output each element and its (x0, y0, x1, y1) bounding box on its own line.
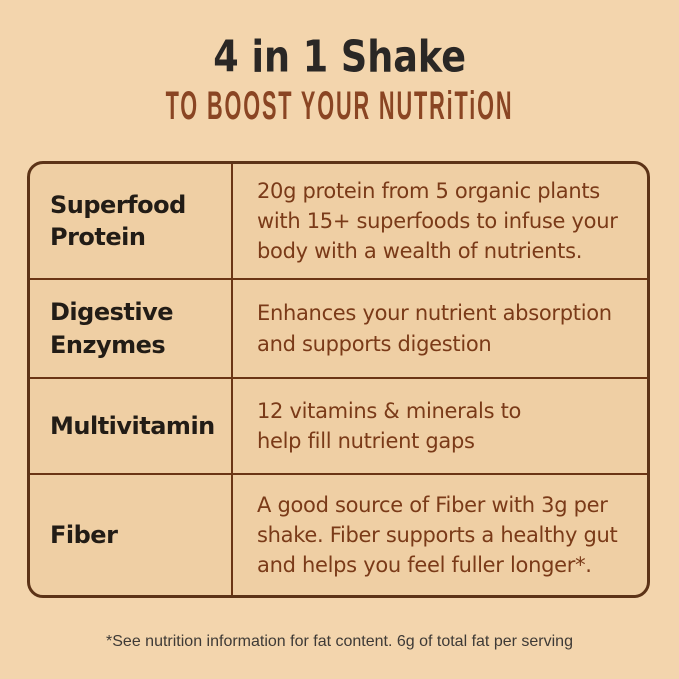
row-description: 12 vitamins & minerals to help fill nutr… (257, 398, 522, 453)
row-description: Enhances your nutrient absorption and su… (257, 301, 612, 356)
header: 4 in 1 Shake (0, 31, 679, 83)
row-description: 20g protein from 5 organic plants with 1… (257, 178, 618, 264)
row-description: A good source of Fiber with 3g per shake… (257, 492, 618, 578)
row-label: Multivitamin (30, 379, 233, 473)
table-row-multivitamin: Multivitamin 12 vitamins & minerals to h… (30, 379, 647, 475)
subheader: TO BOOST YOUR NUTRiTiON (0, 84, 679, 129)
footnote: *See nutrition information for fat conte… (106, 633, 573, 650)
page-subtitle: TO BOOST YOUR NUTRiTiON (165, 83, 514, 129)
nutrition-benefits-table: Superfood Protein 20g protein from 5 org… (27, 161, 650, 598)
page-title: 4 in 1 Shake (213, 31, 466, 83)
row-label: Digestive Enzymes (30, 280, 233, 377)
row-label: Superfood Protein (30, 164, 233, 278)
table-row-superfood-protein: Superfood Protein 20g protein from 5 org… (30, 164, 647, 280)
table-row-fiber: Fiber A good source of Fiber with 3g per… (30, 475, 647, 595)
row-label: Fiber (30, 475, 233, 595)
table-row-digestive-enzymes: Digestive Enzymes Enhances your nutrient… (30, 280, 647, 379)
